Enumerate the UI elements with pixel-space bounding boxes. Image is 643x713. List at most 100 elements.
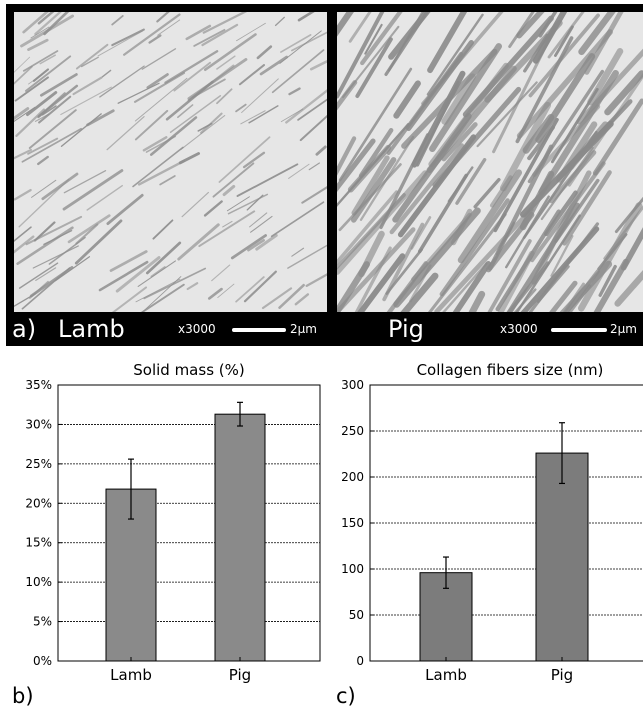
fiber-streak (278, 283, 305, 309)
fiber-streak (140, 283, 185, 312)
y-tick-label: 0% (33, 654, 52, 668)
y-tick-label: 15% (25, 536, 52, 550)
fiber-streak (218, 136, 271, 183)
fiber-streak (288, 163, 310, 179)
pig-scale-bar (551, 328, 607, 332)
fiber-streak (216, 55, 236, 70)
bar-pig (535, 452, 589, 662)
fiber-streak (186, 282, 199, 291)
collagen-size-chart: Collagen fibers size (nm) 0 50 100 150 200 250… (330, 350, 643, 685)
fiber-streak (216, 88, 233, 105)
fiber-streak (506, 261, 550, 312)
fiber-streak (249, 212, 268, 228)
pig-magnification: x3000 (500, 322, 538, 336)
fiber-streak (288, 87, 301, 96)
fiber-streak (203, 200, 223, 217)
fiber-streak (149, 116, 198, 156)
fiber-streak (389, 143, 465, 235)
fiber-streak (236, 163, 299, 197)
fiber-streak (141, 276, 182, 312)
fiber-streak (519, 120, 614, 218)
collagen-size-chart-svg: Collagen fibers size (nm) 0 50 100 150 200 250… (341, 361, 643, 684)
fiber-streak (35, 267, 57, 281)
fiber-streak (86, 109, 115, 127)
y-tick-label: 250 (341, 424, 364, 438)
fiber-streak (217, 283, 235, 298)
fiber-streak (28, 109, 77, 149)
fiber-streak (21, 267, 71, 310)
fiber-streak (457, 169, 523, 264)
fiber-streak (22, 12, 49, 34)
fiber-streak (592, 98, 643, 176)
fiber-streak (587, 48, 624, 106)
fiber-streak (421, 12, 504, 106)
fiber-streak (248, 105, 279, 124)
fiber-streak (142, 136, 168, 152)
fiber-streak (393, 80, 421, 119)
fiber-streak (222, 184, 236, 197)
fiber-streak (201, 23, 239, 47)
fiber-streak (562, 170, 612, 246)
fiber-streak (236, 22, 266, 42)
micrograph-panel: a) Lamb x3000 2μm Pig x3000 2μm (6, 4, 643, 346)
fiber-streak (75, 43, 109, 70)
fiber-streak (32, 245, 79, 269)
fiber-streak (530, 161, 606, 263)
fiber-streak (441, 73, 476, 125)
fiber-streak (338, 67, 413, 182)
fiber-streak (337, 227, 416, 312)
fiber-streak (434, 207, 534, 312)
solid-mass-chart: Solid mass (%) 0% 5% 10% 15% 20% 25% 30% 35% Lamb… (0, 350, 330, 685)
fiber-streak (487, 239, 532, 312)
x-category-label: Lamb (425, 666, 467, 684)
fiber-streak (578, 12, 616, 56)
fiber-streak (145, 241, 182, 275)
fiber-streak (337, 12, 354, 37)
fiber-streak (135, 278, 181, 303)
fiber-streak (14, 188, 32, 201)
fiber-streak (115, 256, 161, 293)
fiber-streak (14, 292, 37, 307)
fiber-streak (198, 210, 256, 248)
lamb-label: Lamb (58, 315, 125, 343)
fiber-streak (520, 226, 600, 312)
fiber-streak (243, 270, 277, 303)
pig-label: Pig (388, 315, 424, 343)
fiber-streak (540, 146, 594, 221)
fiber-streak (426, 65, 517, 173)
y-tick-label: 10% (25, 575, 52, 589)
fiber-streak (280, 34, 312, 53)
fiber-streak (515, 214, 582, 312)
fiber-streak (515, 36, 574, 144)
fiber-streak (505, 195, 550, 269)
fiber-streak (287, 244, 327, 269)
fiber-streak (212, 162, 255, 198)
fiber-streak (148, 34, 162, 44)
y-tick-label: 300 (341, 378, 364, 392)
fiber-streak (417, 173, 468, 254)
fiber-streak (527, 69, 605, 184)
fiber-streak (499, 101, 552, 192)
fiber-streak (31, 179, 57, 198)
fiber-streak (523, 33, 549, 73)
fiber-streak (259, 55, 289, 76)
fiber-streak (39, 73, 78, 97)
fiber-streak (37, 84, 79, 118)
fiber-streak (159, 175, 176, 186)
fiber-streak (14, 56, 31, 73)
fiber-streak (315, 145, 327, 156)
fiber-streak (468, 290, 486, 312)
fiber-streak (493, 117, 559, 233)
fiber-streak (14, 76, 49, 102)
fiber-streak (473, 177, 501, 209)
fiber-streak (150, 266, 166, 278)
fiber-streak (41, 105, 57, 116)
fiber-streak (164, 50, 219, 84)
fiber-streak (185, 24, 212, 41)
fiber-streak (226, 196, 250, 212)
fiber-streak (337, 12, 385, 99)
fiber-streak (63, 169, 107, 194)
fiber-streak (137, 260, 177, 288)
fiber-streak (240, 110, 266, 125)
fiber-streak (133, 71, 186, 103)
